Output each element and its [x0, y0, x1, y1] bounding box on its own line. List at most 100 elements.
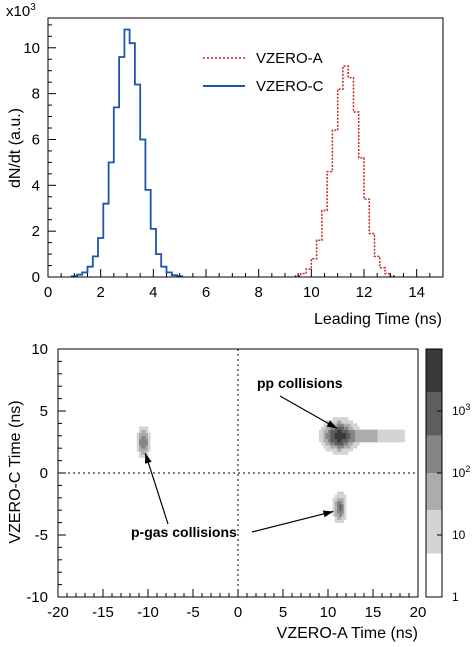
heatmap-cell — [341, 513, 345, 517]
heatmap-cell — [323, 426, 327, 430]
heatmap-cell — [339, 519, 342, 523]
heatmap-cell — [328, 442, 331, 446]
heatmap-cell — [343, 438, 347, 443]
heatmap-cell — [148, 448, 151, 452]
heatmap-cell — [397, 432, 401, 437]
heatmap-cell — [330, 438, 333, 443]
heatmap-cell — [379, 438, 383, 443]
heatmap-cell — [386, 432, 390, 437]
heatmap-cell — [348, 426, 351, 430]
heatmap-cell — [375, 429, 378, 433]
bottom-x-tick-label: 10 — [320, 604, 337, 621]
heatmap-cell — [334, 442, 338, 446]
heatmap-cell — [143, 432, 147, 437]
heatmap-cell — [400, 429, 403, 433]
heatmap-cell — [343, 500, 347, 505]
heatmap-cell — [341, 423, 345, 427]
heatmap-cell — [141, 448, 144, 452]
heatmap-cell — [141, 432, 144, 437]
heatmap-cell — [361, 429, 365, 433]
heatmap-cell — [337, 435, 340, 440]
heatmap-cell — [350, 445, 354, 449]
top-plot-marks — [70, 28, 397, 278]
heatmap-cell — [325, 445, 329, 449]
heatmap-cell — [143, 448, 147, 452]
heatmap-cell — [379, 429, 383, 433]
heatmap-cell — [377, 435, 381, 440]
heatmap-cell — [341, 442, 345, 446]
heatmap-cell — [357, 438, 360, 443]
top-y-tick-label: 6 — [32, 131, 40, 148]
heatmap-cell — [379, 432, 383, 437]
heatmap-cell — [332, 435, 336, 440]
heatmap-cell — [136, 438, 140, 443]
heatmap-cell — [334, 494, 338, 499]
heatmap-cell — [343, 435, 347, 440]
heatmap-cell — [393, 435, 396, 440]
heatmap-cell — [339, 423, 342, 427]
heatmap-cell — [337, 504, 340, 508]
heatmap-cell — [395, 432, 399, 437]
colorbar-tick-label: 1 — [452, 590, 459, 604]
top-x-tick-label: 8 — [254, 284, 262, 301]
bottom-x-tick-label: 20 — [410, 604, 427, 621]
heatmap-cell — [334, 519, 338, 523]
heatmap-cell — [361, 438, 365, 443]
heatmap-cell — [397, 429, 401, 433]
heatmap-cell — [145, 429, 149, 433]
heatmap-cell — [334, 420, 338, 424]
heatmap-cell — [357, 429, 360, 433]
heatmap-cell — [332, 438, 336, 443]
heatmap-cell — [341, 435, 345, 440]
heatmap-cell — [366, 435, 369, 440]
heatmap-cell — [325, 426, 329, 430]
heatmap-cell — [373, 432, 376, 437]
heatmap-cell — [346, 448, 349, 452]
heatmap-cell — [348, 423, 351, 427]
heatmap-cell — [332, 497, 336, 502]
heatmap-cell — [375, 432, 378, 437]
heatmap-cell — [337, 442, 340, 446]
heatmap-cell — [143, 438, 147, 443]
bottom-y-ticks: -10 -5 0 5 10 — [26, 341, 66, 606]
heatmap-cell — [402, 438, 405, 443]
top-y-tick-label: 0 — [32, 269, 40, 286]
heatmap-cell — [373, 435, 376, 440]
top-x-tick-label: 6 — [202, 284, 210, 301]
heatmap-cell — [332, 510, 336, 514]
heatmap-cell — [346, 445, 349, 449]
heatmap-cell — [341, 507, 345, 511]
heatmap-cell — [337, 438, 340, 443]
heatmap-cell — [388, 432, 392, 437]
bottom-y-tick-label: 5 — [40, 403, 48, 420]
heatmap-cell — [339, 420, 342, 424]
heatmap-cell — [323, 423, 327, 427]
top-y-tick-label: 8 — [32, 86, 40, 103]
heatmap-cell — [350, 442, 354, 446]
heatmap-cell — [348, 432, 351, 437]
heatmap-cell — [346, 438, 349, 443]
heatmap-cell — [325, 438, 329, 443]
top-legend: VZERO-A VZERO-C — [203, 50, 324, 95]
heatmap-cell — [346, 417, 349, 421]
heatmap-cell — [337, 510, 340, 514]
top-x-tick-label: 12 — [356, 284, 373, 301]
heatmap-cell — [145, 438, 149, 443]
heatmap-cell — [337, 491, 340, 495]
heatmap-cell — [339, 438, 342, 443]
heatmap-cell — [323, 438, 327, 443]
heatmap-cell — [334, 516, 338, 520]
heatmap-cell — [330, 429, 333, 433]
heatmap-cell — [350, 423, 354, 427]
heatmap-cell — [346, 442, 349, 446]
heatmap-cell — [343, 423, 347, 427]
heatmap-cell — [334, 423, 338, 427]
top-multiplier: x103 — [6, 2, 36, 20]
heatmap-cell — [393, 432, 396, 437]
heatmap-cell — [332, 417, 336, 421]
heatmap-cell — [145, 432, 149, 437]
heatmap-cell — [143, 451, 147, 455]
heatmap-cell — [355, 435, 358, 440]
heatmap-cell — [139, 445, 142, 449]
heatmap-cell — [341, 500, 345, 505]
